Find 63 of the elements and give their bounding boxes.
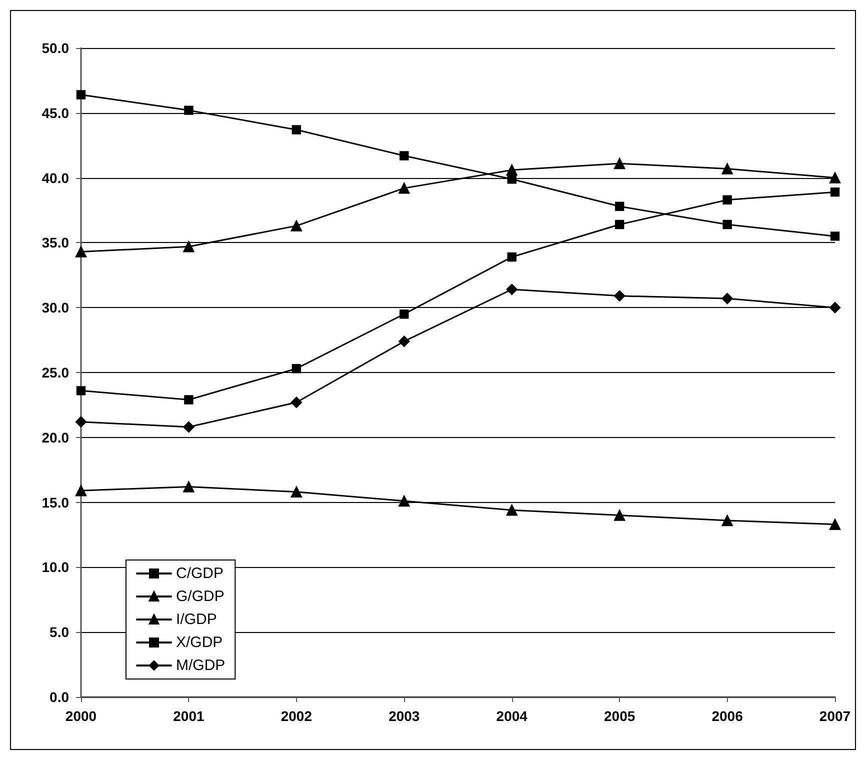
y-tick-label: 35.0 bbox=[42, 234, 70, 251]
point bbox=[506, 504, 518, 516]
point bbox=[722, 195, 732, 204]
point bbox=[75, 416, 87, 428]
x-tick-label: 2007 bbox=[819, 708, 851, 724]
point bbox=[614, 510, 626, 521]
point bbox=[614, 158, 626, 170]
point bbox=[400, 151, 409, 160]
y-tick-label: 5.0 bbox=[50, 624, 70, 640]
point bbox=[183, 421, 194, 433]
point bbox=[183, 240, 194, 252]
legend-label: G/GDP bbox=[176, 588, 224, 605]
legend-label: X/GDP bbox=[176, 634, 223, 651]
x-tick-label: 2005 bbox=[604, 708, 636, 724]
point bbox=[830, 187, 840, 197]
point bbox=[829, 172, 841, 184]
point bbox=[507, 252, 516, 262]
point bbox=[829, 302, 841, 314]
point bbox=[722, 292, 733, 304]
point bbox=[722, 514, 733, 526]
point bbox=[400, 309, 409, 319]
point bbox=[614, 290, 626, 302]
x-tick-label: 2006 bbox=[712, 708, 744, 724]
legend-label: C/GDP bbox=[176, 565, 224, 582]
legend-label: M/GDP bbox=[176, 657, 226, 674]
point bbox=[830, 232, 840, 241]
point bbox=[290, 396, 302, 408]
point bbox=[506, 284, 518, 296]
x-tick-label: 2001 bbox=[173, 708, 204, 724]
point bbox=[292, 364, 302, 374]
y-tick-label: 20.0 bbox=[42, 429, 70, 446]
y-tick-label: 50.0 bbox=[42, 40, 70, 56]
point bbox=[398, 182, 410, 194]
point bbox=[75, 485, 87, 496]
x-tick-label: 2000 bbox=[65, 708, 97, 724]
point bbox=[398, 495, 410, 507]
point bbox=[290, 486, 302, 498]
point bbox=[75, 246, 87, 258]
point bbox=[184, 106, 194, 115]
x-tick-label: 2004 bbox=[496, 708, 528, 724]
x-tick-label: 2003 bbox=[388, 708, 420, 724]
point bbox=[829, 518, 841, 530]
x-tick-label: 2002 bbox=[280, 708, 312, 724]
y-tick-label: 15.0 bbox=[42, 494, 70, 510]
point bbox=[614, 202, 624, 211]
point bbox=[722, 163, 733, 174]
point bbox=[76, 386, 86, 396]
point bbox=[76, 90, 86, 100]
point bbox=[506, 164, 518, 176]
y-tick-label: 0.0 bbox=[50, 689, 70, 705]
legend-label: I/GDP bbox=[176, 611, 217, 628]
point bbox=[722, 220, 732, 230]
point bbox=[398, 336, 410, 347]
point bbox=[292, 125, 302, 134]
point bbox=[614, 220, 624, 230]
y-tick-label: 40.0 bbox=[42, 170, 70, 186]
point bbox=[183, 481, 194, 492]
y-tick-label: 25.0 bbox=[42, 364, 70, 380]
point bbox=[290, 220, 302, 232]
y-tick-label: 10.0 bbox=[42, 559, 70, 576]
point bbox=[184, 395, 194, 404]
y-tick-label: 30.0 bbox=[42, 300, 70, 316]
y-tick-label: 45.0 bbox=[42, 104, 70, 121]
